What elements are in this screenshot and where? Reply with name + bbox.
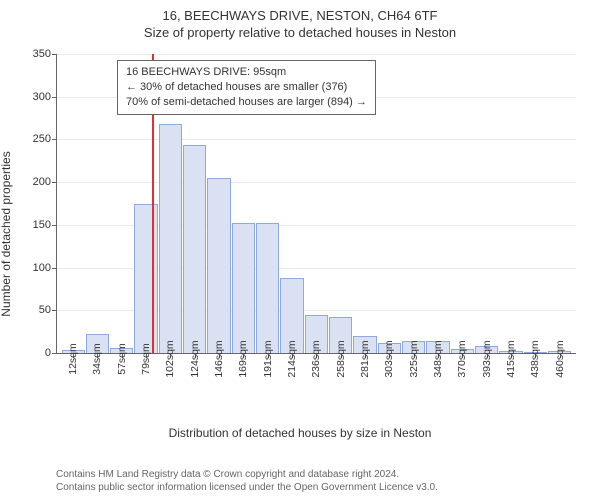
x-tick-label: 236sqm bbox=[310, 340, 322, 377]
x-tick-label: 12sqm bbox=[67, 343, 79, 375]
plot-region: 05010015020025030035012sqm34sqm57sqm79sq… bbox=[56, 54, 576, 354]
x-tick: 303sqm bbox=[377, 353, 401, 413]
y-tick-label: 200 bbox=[33, 176, 57, 188]
x-tick-label: 393sqm bbox=[481, 340, 493, 377]
x-tick-label: 146sqm bbox=[213, 340, 225, 377]
x-tick: 325sqm bbox=[402, 353, 426, 413]
title-main: 16, BEECHWAYS DRIVE, NESTON, CH64 6TF bbox=[0, 0, 600, 23]
x-tick: 258sqm bbox=[329, 353, 353, 413]
y-tick-label: 150 bbox=[33, 219, 57, 231]
x-tick: 438sqm bbox=[523, 353, 547, 413]
y-tick-label: 300 bbox=[33, 91, 57, 103]
x-tick: 124sqm bbox=[183, 353, 207, 413]
x-tick: 169sqm bbox=[231, 353, 255, 413]
x-tick-label: 415sqm bbox=[505, 340, 517, 377]
x-tick: 12sqm bbox=[61, 353, 85, 413]
x-tick: 146sqm bbox=[207, 353, 231, 413]
footer-line-1: Contains HM Land Registry data © Crown c… bbox=[56, 468, 600, 481]
x-axis-label: Distribution of detached houses by size … bbox=[0, 424, 600, 440]
x-tick: 79sqm bbox=[134, 353, 158, 413]
x-tick-label: 438sqm bbox=[529, 340, 541, 377]
x-tick-label: 348sqm bbox=[432, 340, 444, 377]
x-tick: 191sqm bbox=[256, 353, 280, 413]
title-sub: Size of property relative to detached ho… bbox=[0, 23, 600, 44]
histogram-bar bbox=[207, 178, 230, 353]
x-tick-label: 370sqm bbox=[456, 340, 468, 377]
x-tick-label: 124sqm bbox=[189, 340, 201, 377]
chart-area: Number of detached properties 0501001502… bbox=[0, 44, 600, 424]
x-tick: 214sqm bbox=[280, 353, 304, 413]
x-tick-label: 169sqm bbox=[237, 340, 249, 377]
histogram-bar bbox=[183, 145, 206, 353]
x-tick: 102sqm bbox=[158, 353, 182, 413]
x-tick: 348sqm bbox=[426, 353, 450, 413]
x-tick-label: 79sqm bbox=[140, 343, 152, 375]
y-tick-label: 350 bbox=[33, 48, 57, 60]
info-box-line: 70% of semi-detached houses are larger (… bbox=[126, 95, 367, 110]
x-tick-label: 303sqm bbox=[383, 340, 395, 377]
x-tick-label: 460sqm bbox=[554, 340, 566, 377]
y-tick-label: 250 bbox=[33, 133, 57, 145]
info-box-line: 16 BEECHWAYS DRIVE: 95sqm bbox=[126, 65, 367, 80]
info-box-line: ← 30% of detached houses are smaller (37… bbox=[126, 80, 367, 95]
x-tick-label: 214sqm bbox=[286, 340, 298, 377]
y-tick-label: 50 bbox=[39, 304, 57, 316]
x-tick-label: 34sqm bbox=[91, 343, 103, 375]
x-tick: 460sqm bbox=[548, 353, 572, 413]
histogram-bar bbox=[256, 223, 279, 353]
x-tick: 236sqm bbox=[304, 353, 328, 413]
y-axis-label: Number of detached properties bbox=[0, 151, 13, 316]
x-tick-label: 281sqm bbox=[359, 340, 371, 377]
x-tick-label: 57sqm bbox=[116, 343, 128, 375]
x-tick: 57sqm bbox=[110, 353, 134, 413]
x-ticks-container: 12sqm34sqm57sqm79sqm102sqm124sqm146sqm16… bbox=[57, 353, 576, 413]
histogram-bar bbox=[159, 124, 182, 353]
footer: Contains HM Land Registry data © Crown c… bbox=[0, 468, 600, 494]
x-tick: 370sqm bbox=[450, 353, 474, 413]
y-tick-label: 100 bbox=[33, 262, 57, 274]
x-tick-label: 325sqm bbox=[408, 340, 420, 377]
histogram-bar bbox=[134, 204, 157, 354]
y-tick-label: 0 bbox=[45, 347, 57, 359]
histogram-bar bbox=[232, 223, 255, 353]
x-tick-label: 191sqm bbox=[262, 340, 274, 377]
info-box: 16 BEECHWAYS DRIVE: 95sqm← 30% of detach… bbox=[117, 60, 376, 115]
x-tick: 415sqm bbox=[499, 353, 523, 413]
footer-line-2: Contains public sector information licen… bbox=[56, 481, 600, 494]
x-tick-label: 258sqm bbox=[335, 340, 347, 377]
x-tick-label: 102sqm bbox=[164, 340, 176, 377]
x-tick: 281sqm bbox=[353, 353, 377, 413]
x-tick: 393sqm bbox=[475, 353, 499, 413]
x-tick: 34sqm bbox=[85, 353, 109, 413]
